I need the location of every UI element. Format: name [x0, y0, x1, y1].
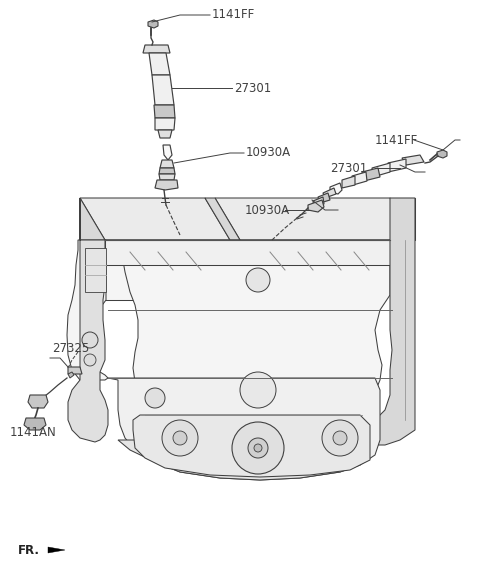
Polygon shape: [330, 183, 342, 194]
Polygon shape: [159, 174, 175, 180]
Circle shape: [162, 420, 198, 456]
Polygon shape: [148, 20, 158, 28]
Circle shape: [145, 388, 165, 408]
Polygon shape: [105, 240, 390, 432]
Polygon shape: [355, 198, 415, 445]
Text: 27301: 27301: [330, 162, 367, 175]
Polygon shape: [313, 197, 324, 207]
Polygon shape: [68, 367, 82, 374]
Polygon shape: [85, 248, 106, 292]
Circle shape: [248, 438, 268, 458]
Circle shape: [322, 420, 358, 456]
Polygon shape: [80, 198, 230, 240]
Polygon shape: [155, 180, 178, 190]
Text: 1141FF: 1141FF: [375, 134, 418, 146]
Circle shape: [84, 354, 96, 366]
Text: 10930A: 10930A: [245, 203, 290, 216]
Circle shape: [240, 372, 276, 408]
Polygon shape: [318, 193, 330, 203]
Circle shape: [333, 431, 347, 445]
Text: 1141FF: 1141FF: [212, 9, 255, 22]
Polygon shape: [402, 155, 424, 165]
Polygon shape: [143, 45, 170, 53]
Text: 1141AN: 1141AN: [10, 425, 57, 438]
Polygon shape: [154, 105, 175, 118]
Polygon shape: [342, 176, 355, 188]
Polygon shape: [24, 418, 46, 430]
Polygon shape: [215, 198, 415, 240]
Polygon shape: [160, 160, 174, 168]
Polygon shape: [28, 395, 48, 408]
Polygon shape: [149, 53, 170, 75]
Text: 10930A: 10930A: [246, 146, 291, 159]
Polygon shape: [133, 415, 370, 477]
Polygon shape: [352, 172, 367, 185]
Polygon shape: [388, 159, 406, 172]
Text: 27325: 27325: [52, 342, 89, 355]
Circle shape: [173, 431, 187, 445]
Polygon shape: [68, 372, 74, 378]
Polygon shape: [80, 198, 105, 295]
Polygon shape: [159, 168, 175, 174]
Polygon shape: [362, 168, 380, 181]
Polygon shape: [108, 378, 380, 480]
Polygon shape: [118, 440, 365, 480]
Polygon shape: [48, 547, 65, 553]
Polygon shape: [308, 200, 324, 212]
Polygon shape: [155, 118, 175, 130]
Polygon shape: [372, 163, 390, 177]
Text: FR.: FR.: [18, 543, 40, 557]
Polygon shape: [163, 145, 172, 160]
Polygon shape: [105, 240, 390, 265]
Polygon shape: [68, 198, 108, 442]
Text: 27301: 27301: [234, 81, 271, 94]
Polygon shape: [80, 240, 230, 300]
Circle shape: [254, 444, 262, 452]
Polygon shape: [152, 75, 174, 105]
Polygon shape: [67, 240, 108, 380]
Polygon shape: [323, 188, 336, 198]
Polygon shape: [205, 198, 240, 240]
Circle shape: [246, 268, 270, 292]
Circle shape: [82, 332, 98, 348]
Circle shape: [232, 422, 284, 474]
Polygon shape: [158, 130, 172, 138]
Polygon shape: [390, 198, 415, 240]
Polygon shape: [437, 150, 447, 158]
